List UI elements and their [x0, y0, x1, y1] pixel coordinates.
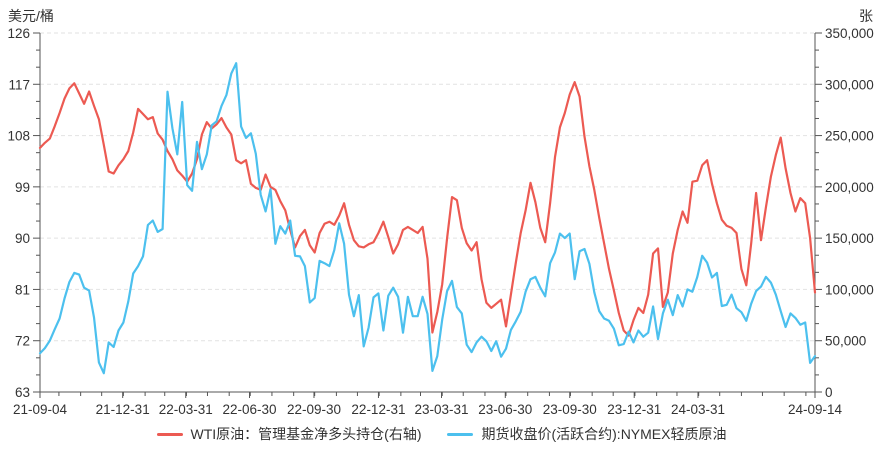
x-axis-tick-label: 22-03-31: [159, 402, 213, 417]
x-axis-tick-label: 22-09-30: [287, 402, 341, 417]
right-axis-unit-label: 张: [859, 8, 873, 24]
legend-item-price[interactable]: 期货收盘价(活跃合约):NYMEX轻质原油: [447, 424, 726, 444]
right-axis-tick-label: 0: [825, 385, 833, 400]
x-axis-tick-label: 22-06-30: [222, 402, 276, 417]
x-axis-tick-label: 22-12-31: [351, 402, 405, 417]
left-axis-unit-label: 美元/桶: [8, 8, 54, 24]
left-axis-tick-label: 63: [15, 385, 30, 400]
left-axis-tick-label: 81: [15, 282, 30, 297]
left-axis-tick-label: 90: [15, 231, 30, 246]
x-axis-tick-label: 24-03-31: [671, 402, 725, 417]
left-axis-tick-label: 126: [7, 26, 30, 41]
right-axis-tick-label: 300,000: [825, 77, 874, 92]
price-legend-swatch: [447, 432, 474, 436]
net-long-legend-swatch: [156, 432, 183, 436]
right-axis-tick-label: 350,000: [825, 26, 874, 41]
left-axis-tick-label: 99: [15, 180, 30, 195]
x-axis-tick-label: 23-06-30: [478, 402, 532, 417]
chart-legend: WTI原油：管理基金净多头持仓(右轴) 期货收盘价(活跃合约):NYMEX轻质原…: [0, 424, 883, 444]
left-axis-tick-label: 108: [7, 129, 30, 144]
x-axis-tick-label: 23-12-31: [607, 402, 661, 417]
left-axis-tick-label: 72: [15, 334, 30, 349]
x-axis-tick-label: 23-03-31: [414, 402, 468, 417]
legend-item-net-long[interactable]: WTI原油：管理基金净多头持仓(右轴): [156, 424, 422, 444]
net-long-legend-label: WTI原油：管理基金净多头持仓(右轴): [190, 426, 422, 442]
price-series-line: [38, 62, 817, 375]
right-axis-tick-label: 250,000: [825, 129, 874, 144]
left-axis-tick-label: 117: [8, 77, 30, 92]
net-long-series-line: [38, 81, 817, 337]
x-axis-tick-label: 21-09-04: [13, 402, 68, 417]
price-legend-label: 期货收盘价(活跃合约):NYMEX轻质原油: [481, 426, 727, 442]
right-axis-tick-label: 100,000: [825, 282, 874, 297]
x-axis-tick-label: 24-09-14: [788, 402, 843, 417]
right-axis-tick-label: 50,000: [825, 334, 866, 349]
right-axis-tick-label: 150,000: [825, 231, 874, 246]
x-axis-tick-label: 23-09-30: [543, 402, 597, 417]
x-axis-tick-label: 21-12-31: [96, 402, 150, 417]
right-axis-tick-label: 200,000: [825, 180, 874, 195]
